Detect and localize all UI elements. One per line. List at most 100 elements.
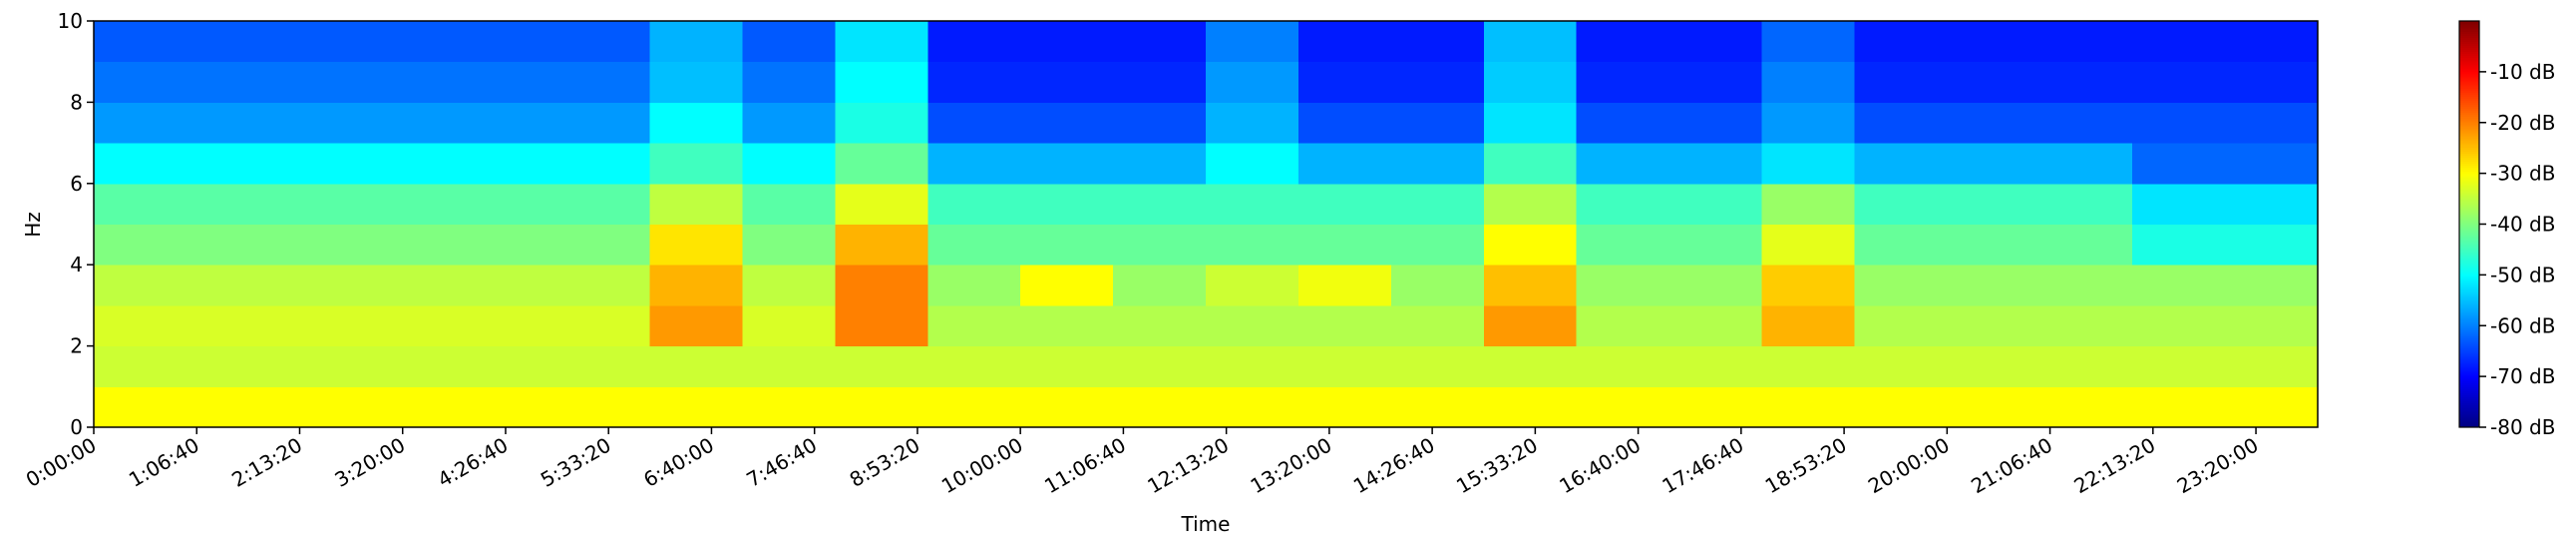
colorbar-swatch <box>2459 145 2479 148</box>
cell <box>1483 386 1578 428</box>
x-tick-label: 1:06:40 <box>125 433 203 492</box>
cell <box>1297 61 1392 103</box>
cell <box>1020 386 1114 428</box>
cell <box>1576 183 1670 225</box>
colorbar-swatch <box>2459 263 2479 266</box>
cell <box>185 143 280 185</box>
cell <box>649 265 743 306</box>
cell <box>1761 183 1855 225</box>
x-tick-label: 21:06:40 <box>1967 433 2056 499</box>
cell <box>1854 265 1948 306</box>
cell <box>1297 183 1392 225</box>
colorbar-swatch <box>2459 198 2479 201</box>
y-tick-label: 6 <box>70 172 83 196</box>
colorbar-swatch <box>2459 396 2479 400</box>
cell <box>94 61 187 103</box>
colorbar-swatch <box>2459 343 2479 347</box>
colorbar-swatch <box>2459 216 2479 219</box>
cell <box>927 345 1021 387</box>
cell <box>1483 183 1578 225</box>
colorbar-swatch <box>2459 234 2479 238</box>
colorbar-swatch <box>2459 155 2479 158</box>
cell <box>2132 265 2226 306</box>
spectrogram <box>94 21 2319 428</box>
cell <box>1483 345 1578 387</box>
colorbar-swatch <box>2459 210 2479 213</box>
colorbar-swatch <box>2459 157 2479 160</box>
colorbar-swatch <box>2459 202 2479 205</box>
cell <box>94 386 187 428</box>
colorbar-swatch <box>2459 271 2479 274</box>
cell <box>371 102 466 144</box>
colorbar-swatch <box>2459 392 2479 396</box>
cell <box>2132 21 2226 63</box>
colorbar-swatch <box>2459 212 2479 215</box>
cell <box>371 386 466 428</box>
cell <box>556 61 650 103</box>
cell <box>835 265 928 306</box>
colorbar-swatch <box>2459 329 2479 332</box>
cell <box>1668 61 1762 103</box>
cell <box>649 61 743 103</box>
cell <box>278 183 373 225</box>
cell <box>185 386 280 428</box>
x-tick-label: 13:20:00 <box>1247 433 1336 499</box>
colorbar-swatch <box>2459 333 2479 337</box>
colorbar-swatch <box>2459 286 2479 290</box>
cell <box>1206 21 1299 63</box>
cell <box>2039 386 2133 428</box>
colorbar-swatch <box>2459 151 2479 154</box>
colorbar-swatch <box>2459 173 2479 177</box>
cell <box>464 61 558 103</box>
cell <box>371 21 466 63</box>
cell <box>1020 265 1114 306</box>
colorbar-swatch <box>2459 296 2479 300</box>
colorbar-swatch <box>2459 90 2479 93</box>
cell <box>1576 143 1670 185</box>
cell <box>185 102 280 144</box>
colorbar-tick-label: -50 dB <box>2490 263 2555 286</box>
cell <box>1113 183 1207 225</box>
cell <box>1761 386 1855 428</box>
cell <box>1668 102 1762 144</box>
x-tick-label: 17:46:40 <box>1658 433 1748 499</box>
cell <box>1576 61 1670 103</box>
colorbar-swatch <box>2459 161 2479 165</box>
colorbar-swatch <box>2459 124 2479 128</box>
colorbar-swatch <box>2459 238 2479 242</box>
colorbar-swatch <box>2459 269 2479 272</box>
colorbar-swatch <box>2459 53 2479 57</box>
cell <box>2132 345 2226 387</box>
cell <box>1020 224 1114 266</box>
cell <box>835 304 928 347</box>
cell <box>1206 224 1299 266</box>
cell <box>1113 21 1207 63</box>
cell <box>2225 183 2319 225</box>
colorbar-swatch <box>2459 59 2479 63</box>
cell <box>927 183 1021 225</box>
colorbar-swatch <box>2459 388 2479 391</box>
cell <box>464 304 558 347</box>
cell <box>1390 183 1485 225</box>
cell <box>1206 265 1299 306</box>
colorbar-swatch <box>2459 226 2479 230</box>
cell <box>1206 304 1299 347</box>
colorbar-swatch <box>2459 246 2479 250</box>
cell <box>94 143 187 185</box>
colorbar-swatch <box>2459 132 2479 136</box>
colorbar-swatch <box>2459 27 2479 30</box>
cell <box>464 386 558 428</box>
cell <box>1020 304 1114 347</box>
cell <box>1668 21 1762 63</box>
cell <box>2225 143 2319 185</box>
cell <box>1390 143 1485 185</box>
colorbar-swatch <box>2459 118 2479 122</box>
colorbar-swatch <box>2459 222 2479 226</box>
colorbar-swatch <box>2459 339 2479 343</box>
colorbar-swatch <box>2459 31 2479 34</box>
cell <box>2132 386 2226 428</box>
cell <box>1761 21 1855 63</box>
colorbar-swatch <box>2459 294 2479 298</box>
colorbar-swatch <box>2459 25 2479 28</box>
colorbar-swatch <box>2459 179 2479 183</box>
